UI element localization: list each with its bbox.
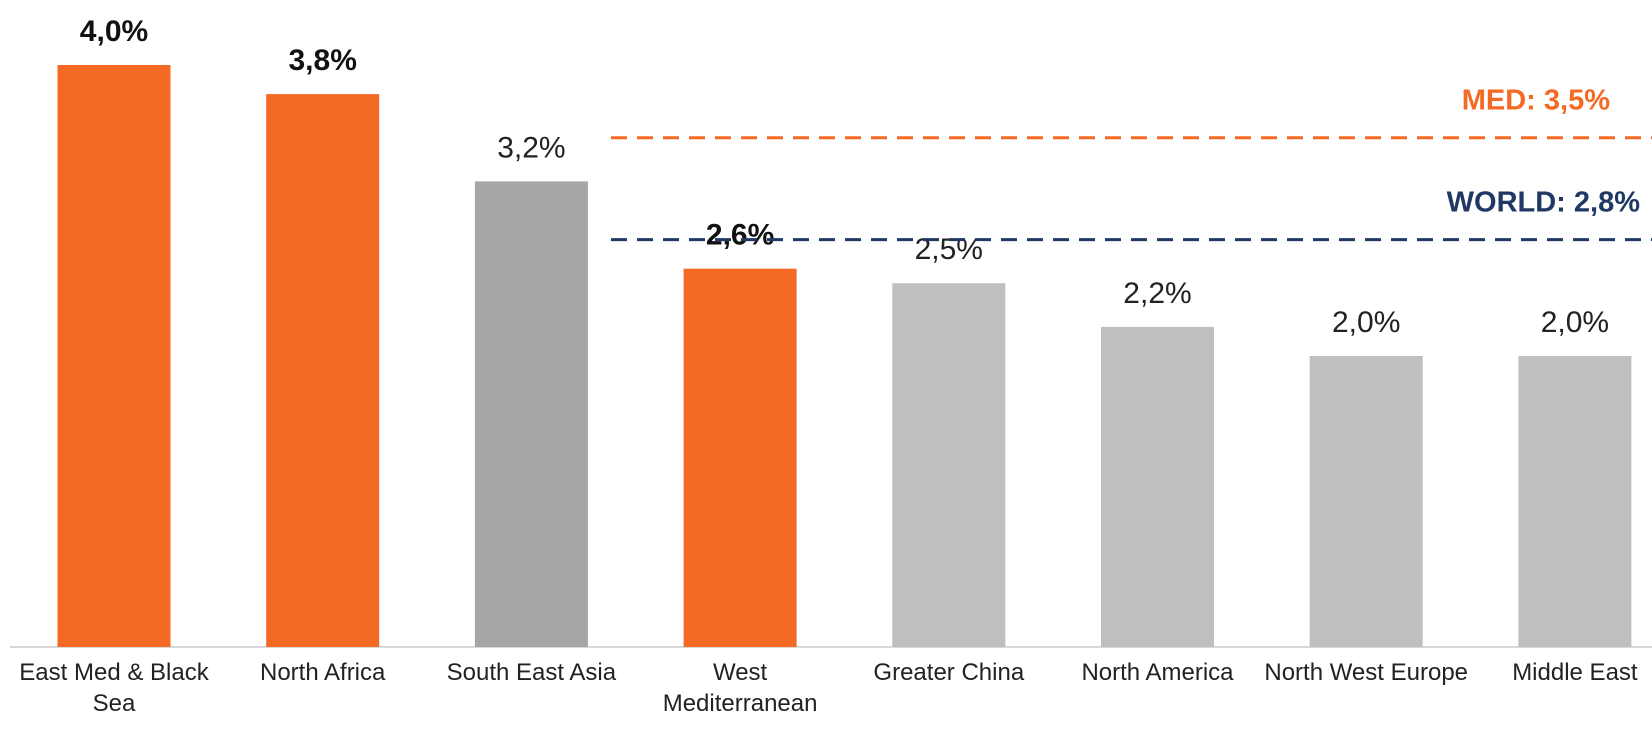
bar <box>1101 326 1214 647</box>
bar <box>892 283 1006 647</box>
bar <box>683 268 797 647</box>
value-label: 3,2% <box>497 131 565 164</box>
bar <box>57 65 171 647</box>
bar <box>474 181 588 647</box>
bar <box>266 94 380 648</box>
x-tick-label: North America <box>1081 659 1234 686</box>
value-label: 4,0% <box>80 15 148 48</box>
x-tick-label: North West Europe <box>1264 659 1469 686</box>
value-label: 2,0% <box>1541 306 1609 339</box>
x-tick-label: West Mediterranean <box>662 659 818 717</box>
bar <box>1518 356 1632 647</box>
reference-label: WORLD: 2,8% <box>1447 186 1641 218</box>
value-label: 2,6% <box>706 219 774 252</box>
x-tick-label: East Med & Black Sea <box>19 659 209 717</box>
x-tick-label: South East Asia <box>446 659 617 686</box>
bar <box>1309 356 1423 647</box>
reference-label: MED: 3,5% <box>1462 84 1610 116</box>
value-label: 2,2% <box>1123 277 1191 310</box>
value-label: 3,8% <box>289 44 357 77</box>
value-label: 2,0% <box>1332 306 1400 339</box>
x-tick-label: North Africa <box>259 659 386 686</box>
x-tick-label: Greater China <box>873 659 1025 686</box>
x-tick-label: Middle East <box>1512 659 1638 686</box>
